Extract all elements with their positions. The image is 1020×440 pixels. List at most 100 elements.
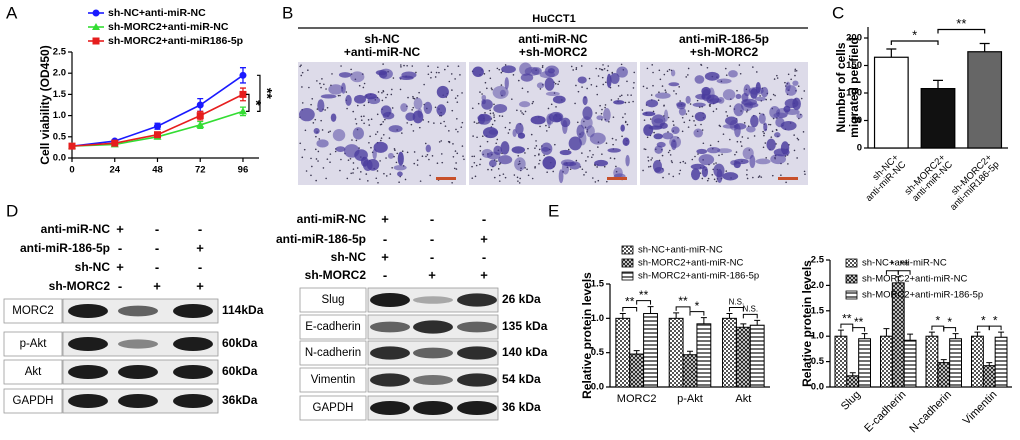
y-tick-label: 2.0 [811, 280, 824, 291]
stained-cell [690, 168, 701, 181]
pore [359, 178, 361, 180]
pore [304, 129, 307, 132]
pore [457, 65, 460, 67]
pore [489, 112, 492, 115]
pore [719, 125, 722, 128]
stained-cell [642, 111, 656, 117]
condition-label: sh-NC [75, 260, 111, 274]
pore [410, 123, 413, 126]
pore [760, 176, 763, 178]
significance-bracket [675, 306, 691, 311]
blot-band [118, 394, 158, 408]
y-tick-label: 1.0 [811, 331, 824, 342]
pore [471, 155, 474, 158]
pore [300, 74, 303, 77]
pore [489, 77, 492, 80]
pore [452, 156, 455, 158]
protein-label: Slug [321, 294, 344, 306]
pore [317, 150, 320, 153]
pore [527, 174, 530, 177]
pore [385, 96, 387, 99]
stained-cell [676, 102, 686, 110]
pore [428, 158, 430, 161]
y-tick-label: 1.5 [53, 89, 67, 100]
pore [316, 80, 318, 82]
condition-label: anti-miR-NC [297, 212, 367, 226]
marker [153, 122, 161, 130]
pore [423, 83, 425, 86]
pore [484, 81, 487, 84]
stained-cell [698, 154, 715, 166]
pore [681, 130, 684, 133]
pore [615, 139, 617, 141]
pore [726, 115, 729, 117]
pore [739, 72, 742, 75]
band-size: 114kDa [222, 303, 264, 317]
stained-cell [613, 167, 623, 179]
pore [641, 109, 644, 111]
pore [381, 91, 383, 94]
pore [595, 67, 597, 70]
blot-label-cell [3, 331, 63, 357]
bar [682, 354, 698, 388]
pore [340, 158, 342, 161]
pore [345, 91, 348, 93]
pore [346, 107, 348, 110]
pore [795, 69, 798, 72]
pore [440, 153, 443, 155]
protein-label: Akt [25, 366, 42, 378]
stained-cell [481, 148, 493, 159]
pore [709, 105, 711, 108]
pore [669, 154, 672, 156]
pore [790, 78, 792, 81]
pore [793, 134, 795, 136]
stained-cell [352, 127, 364, 140]
stained-cell [354, 94, 367, 104]
y-tick-label: 200 [846, 33, 862, 44]
stained-cell [511, 146, 526, 154]
legend-label: sh-MORC2+anti-miR-NC [638, 258, 743, 269]
stained-cell [530, 115, 546, 125]
stained-cell [338, 72, 352, 78]
stained-cell [758, 113, 766, 124]
pore [434, 106, 437, 109]
pore [498, 180, 501, 182]
pore [363, 115, 365, 117]
pore [517, 180, 519, 182]
panel-label: E [548, 201, 559, 220]
pore [610, 99, 613, 101]
pore [498, 163, 501, 165]
pore [575, 66, 578, 69]
pore [541, 66, 544, 69]
pore [456, 117, 458, 120]
pore [325, 88, 327, 90]
pore [592, 177, 594, 179]
stained-cell [655, 92, 671, 99]
pore [747, 137, 749, 139]
pore [649, 165, 652, 168]
pore [707, 177, 710, 180]
pore [658, 91, 660, 94]
blot-band [173, 394, 213, 408]
pore [446, 101, 449, 103]
pore [772, 93, 775, 96]
stained-cell [735, 93, 742, 100]
pore [752, 66, 754, 68]
pore [520, 167, 522, 169]
pore [628, 101, 630, 104]
pore [724, 67, 727, 70]
stained-cell [372, 148, 377, 160]
blot-band [413, 296, 453, 304]
pore [624, 113, 626, 115]
pore [329, 153, 332, 155]
legend-label: sh-MORC2+anti-miR-NC [862, 274, 967, 285]
stained-cell [713, 163, 725, 178]
pore [450, 73, 453, 75]
pore [476, 136, 478, 139]
y-tick-label: 0.5 [591, 347, 605, 358]
stained-cell [625, 154, 630, 167]
stained-cell [645, 99, 659, 108]
stained-cell [332, 128, 346, 142]
pore [419, 180, 422, 182]
pore [661, 154, 664, 157]
